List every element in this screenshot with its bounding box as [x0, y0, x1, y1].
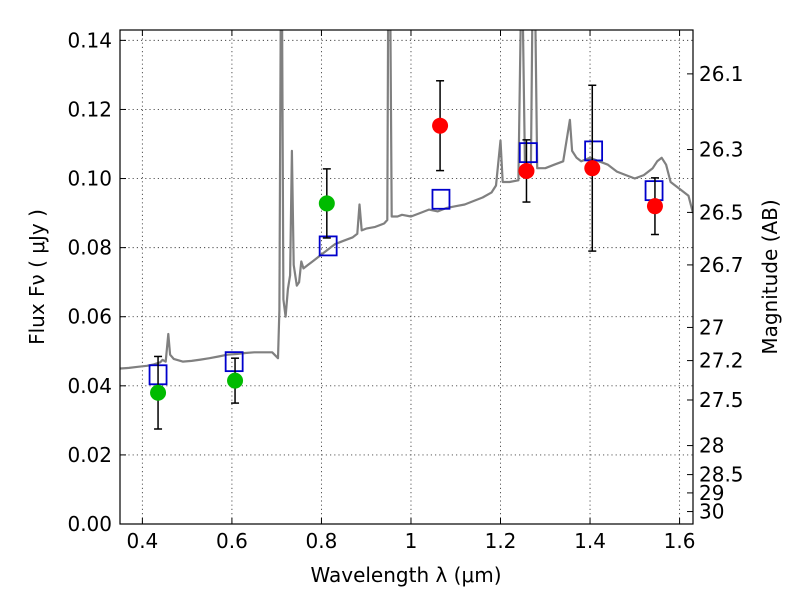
- plot-frame: [119, 29, 694, 525]
- x-axis-label: Wavelength λ (μm): [310, 563, 501, 587]
- red-data-point: [432, 117, 449, 134]
- marker-layer: [148, 80, 664, 430]
- grid-lines: [120, 30, 693, 524]
- green-data-point: [318, 195, 335, 212]
- spectrum-line: [120, 30, 693, 370]
- y2-tick-label: 26.1: [699, 62, 744, 86]
- y-tick-label: 0.00: [67, 512, 112, 536]
- red-data-point: [646, 198, 663, 215]
- y2-tick-label: 27.2: [699, 349, 744, 373]
- green-data-point: [150, 384, 167, 401]
- y2-tick-label: 26.3: [699, 138, 744, 162]
- x-tick-label: 0.6: [216, 529, 248, 553]
- x-tick-label: 1.6: [664, 529, 696, 553]
- y-tick-label: 0.04: [67, 374, 112, 398]
- spectrum-layer: [120, 30, 693, 370]
- x-tick-label: 0.8: [306, 529, 338, 553]
- tick-layer: 0.4 0.6 0.8 1 1.2 1.4 1.6 0.00 0.02 0.04 0.06 0.08 0…: [67, 28, 743, 553]
- y-tick-label: 0.08: [67, 236, 112, 260]
- y2-tick-label: 27.5: [699, 388, 744, 412]
- y2-tick-label: 29: [699, 481, 724, 505]
- y2-tick-label: 27: [699, 315, 724, 339]
- model-box-marker: [518, 142, 538, 164]
- red-data-point: [518, 162, 535, 179]
- y-axis-label: Flux Fν ( μJy ): [25, 209, 49, 345]
- x-tick-label: 0.4: [126, 529, 158, 553]
- y-tick-label: 0.14: [67, 28, 112, 52]
- model-box-marker: [431, 188, 451, 210]
- y2-axis-label: Magnitude (AB): [758, 199, 782, 354]
- green-data-point: [227, 372, 244, 389]
- y-tick-label: 0.12: [67, 97, 112, 121]
- y-tick-label: 0.02: [67, 443, 112, 467]
- y2-tick-label: 30: [699, 500, 724, 524]
- x-tick-label: 1.4: [574, 529, 606, 553]
- model-box-marker: [644, 180, 664, 202]
- y2-tick-label: 28: [699, 434, 724, 458]
- model-box-marker: [224, 351, 244, 373]
- y-tick-label: 0.10: [67, 167, 112, 191]
- y2-tick-label: 28.5: [699, 463, 744, 487]
- y2-tick-label: 26.7: [699, 253, 744, 277]
- red-data-point: [584, 160, 601, 177]
- x-tick-label: 1.2: [485, 529, 517, 553]
- model-box-marker: [318, 235, 338, 257]
- x-tick-label: 1: [405, 529, 418, 553]
- y2-tick-label: 26.5: [699, 200, 744, 224]
- y-tick-label: 0.06: [67, 305, 112, 329]
